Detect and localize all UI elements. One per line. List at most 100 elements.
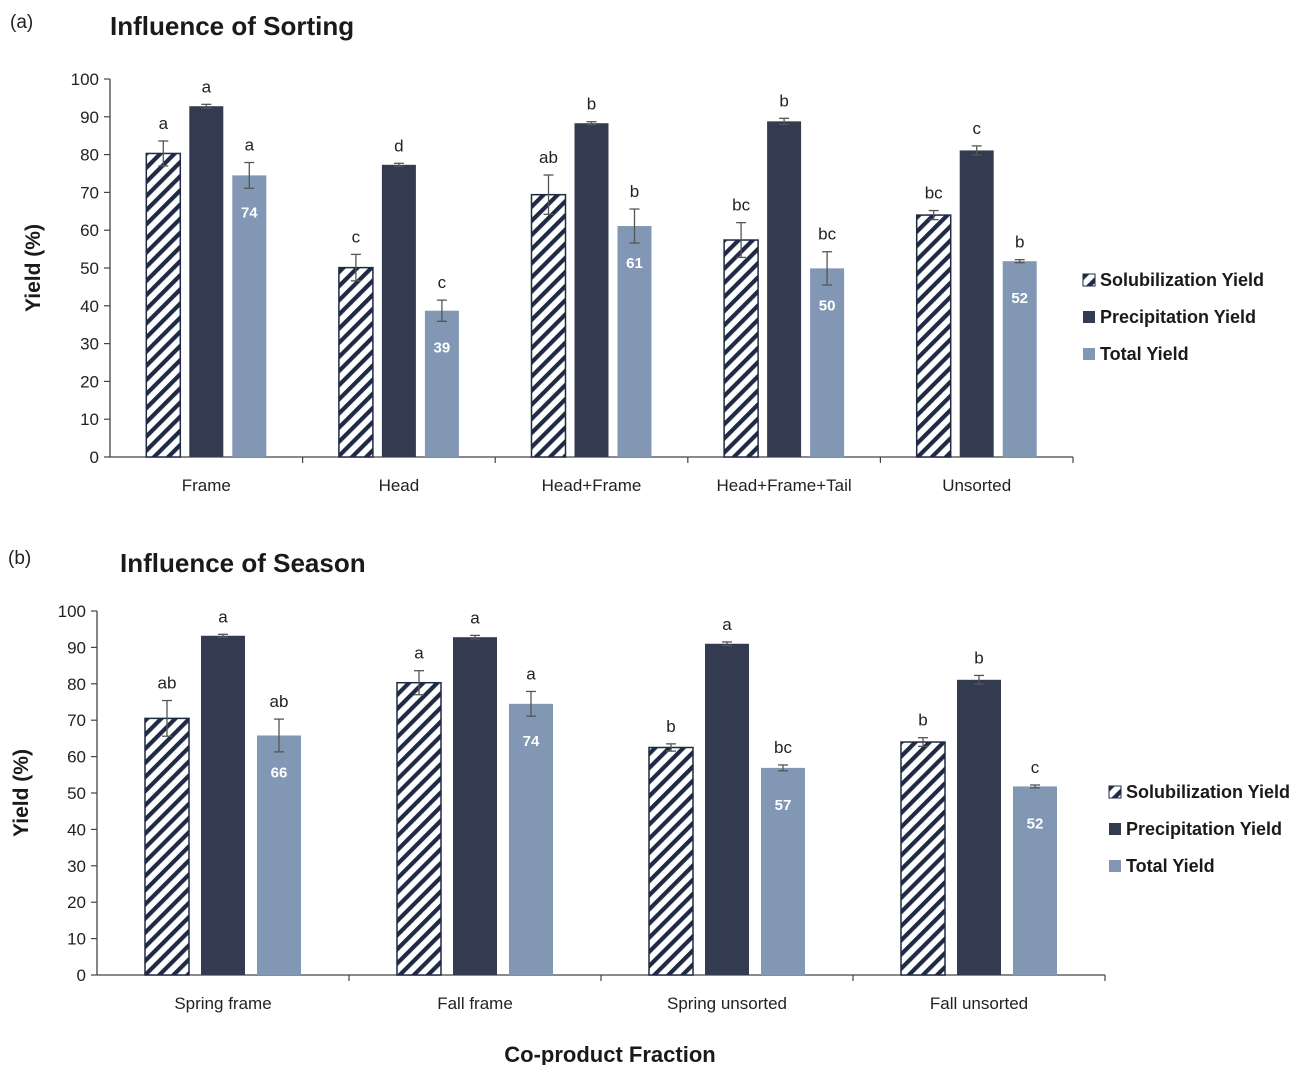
significance-letter: b — [630, 182, 639, 201]
y-tick-label: 90 — [80, 108, 99, 127]
significance-letter: a — [218, 607, 228, 626]
legend-label: Precipitation Yield — [1126, 819, 1282, 839]
significance-letter: ab — [539, 148, 558, 167]
significance-letter: a — [470, 608, 480, 627]
bar-solubilization-yield — [530, 193, 567, 458]
y-tick-label: 10 — [80, 410, 99, 429]
y-tick-label: 50 — [80, 259, 99, 278]
significance-letter: c — [972, 119, 981, 138]
bar-total-yield — [232, 175, 267, 457]
significance-letter: a — [722, 615, 732, 634]
bar-precipitation-yield — [381, 164, 416, 457]
chart-influence-of-sorting: (a) Influence of Sorting 0 10 20 30 40 50 60 70… — [10, 11, 1264, 495]
bar-solubilization-yield — [900, 741, 946, 976]
bar-total-yield — [424, 310, 459, 457]
y-tick-label: 80 — [80, 146, 99, 165]
y-tick-label: 50 — [67, 784, 86, 803]
legend-swatch — [1108, 785, 1122, 799]
significance-letter: b — [974, 648, 983, 667]
legend-label: Solubilization Yield — [1126, 782, 1290, 802]
y-tick-label: 80 — [67, 675, 86, 694]
bar-precipitation-yield — [959, 150, 994, 457]
y-tick-label: 70 — [67, 711, 86, 730]
category-label: Spring frame — [174, 994, 271, 1013]
bar-data-label: 66 — [271, 764, 288, 781]
legend-label: Total Yield — [1100, 344, 1189, 364]
chart-title: Influence of Sorting — [110, 11, 354, 41]
bar-solubilization-yield — [723, 239, 759, 458]
category-label: Head+Frame+Tail — [717, 476, 852, 495]
legend-label: Total Yield — [1126, 856, 1215, 876]
category-label: Fall frame — [437, 994, 513, 1013]
category-label: Unsorted — [942, 476, 1011, 495]
y-tick-label: 10 — [67, 930, 86, 949]
y-tick-label: 70 — [80, 183, 99, 202]
category-label: Head — [379, 476, 420, 495]
bar-total-yield — [761, 767, 805, 975]
panel-label: (b) — [8, 548, 31, 569]
legend-swatch — [1083, 348, 1095, 360]
y-tick-label: 90 — [67, 638, 86, 657]
bar-solubilization-yield — [145, 152, 182, 458]
y-tick-label: 100 — [71, 70, 99, 89]
legend-swatch — [1083, 311, 1095, 323]
y-axis-title: Yield (%) — [22, 224, 45, 312]
significance-letter: bc — [818, 225, 836, 244]
bar-precipitation-yield — [957, 679, 1001, 975]
significance-letter: b — [918, 711, 927, 730]
y-tick-label: 60 — [67, 748, 86, 767]
significance-letter: bc — [774, 738, 792, 757]
bar-data-label: 39 — [434, 340, 451, 357]
y-tick-label: 100 — [58, 602, 86, 621]
significance-letter: a — [159, 114, 169, 133]
y-tick-label: 40 — [67, 820, 86, 839]
significance-letter: bc — [925, 184, 943, 203]
category-label: Head+Frame — [542, 476, 642, 495]
bar-precipitation-yield — [453, 637, 497, 975]
bar-solubilization-yield — [338, 266, 374, 458]
y-tick-label: 20 — [80, 372, 99, 391]
legend-swatch — [1109, 860, 1121, 872]
bar-data-label: 57 — [775, 797, 792, 814]
bar-data-label: 50 — [819, 297, 836, 314]
y-axis-title: Yield (%) — [10, 749, 33, 837]
bar-solubilization-yield — [144, 717, 190, 976]
chart-influence-of-season: (b) Influence of Season 0 10 20 30 40 50 60 70 8… — [8, 548, 1290, 1013]
bar-data-label: 61 — [626, 255, 643, 272]
bar-total-yield — [509, 703, 553, 975]
bar-solubilization-yield — [915, 214, 952, 458]
y-tick-label: 0 — [90, 448, 99, 467]
y-tick-label: 30 — [67, 857, 86, 876]
significance-letter: ab — [158, 674, 177, 693]
bar-precipitation-yield — [201, 635, 245, 975]
significance-letter: a — [245, 136, 255, 155]
y-tick-label: 40 — [80, 297, 99, 316]
significance-letter: a — [202, 77, 212, 96]
significance-letter: c — [1031, 758, 1040, 777]
category-label: Fall unsorted — [930, 994, 1028, 1013]
significance-letter: a — [414, 644, 424, 663]
bar-solubilization-yield — [396, 681, 442, 976]
significance-letter: b — [1015, 233, 1024, 252]
bar-total-yield — [617, 226, 652, 457]
category-label: Spring unsorted — [667, 994, 787, 1013]
legend-swatch — [1082, 273, 1096, 287]
bar-data-label: 52 — [1011, 290, 1028, 307]
y-tick-label: 0 — [77, 966, 86, 985]
significance-letter: d — [394, 136, 403, 155]
bar-solubilization-yield — [648, 746, 694, 976]
bar-precipitation-yield — [705, 643, 749, 975]
y-tick-label: 20 — [67, 893, 86, 912]
significance-letter: b — [587, 95, 596, 114]
bar-total-yield — [1002, 261, 1037, 457]
significance-letter: c — [352, 227, 361, 246]
bar-precipitation-yield — [574, 123, 609, 457]
significance-letter: bc — [732, 196, 750, 215]
chart-title: Influence of Season — [120, 548, 366, 578]
bar-precipitation-yield — [767, 121, 802, 457]
category-label: Frame — [182, 476, 231, 495]
y-tick-label: 30 — [80, 335, 99, 354]
panel-label: (a) — [10, 12, 33, 33]
bar-data-label: 74 — [241, 204, 258, 221]
